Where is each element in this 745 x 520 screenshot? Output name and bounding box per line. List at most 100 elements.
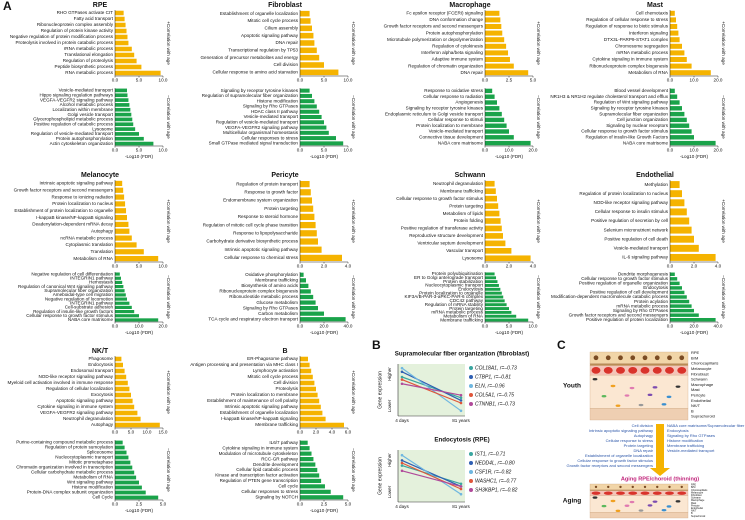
tissue-layer <box>589 489 689 491</box>
bar <box>115 470 135 475</box>
x-tick-label: 10.0 <box>690 78 699 83</box>
category-label: Exocytosis <box>91 392 114 397</box>
stroma-cell <box>675 385 681 388</box>
stroma-cell <box>629 386 635 390</box>
capillary <box>665 491 674 495</box>
bar <box>670 30 679 36</box>
category-label: Endocytosis <box>643 285 668 290</box>
x-tick-label: 20.0 <box>159 324 168 329</box>
rpe-nucleus <box>680 485 683 489</box>
series-line <box>401 371 462 401</box>
layer-label: B <box>691 512 693 515</box>
x-tick-label: 5.0 <box>345 502 352 507</box>
x-tick-label: 2.0 <box>506 264 513 269</box>
category-label: Fatty acid transport <box>74 16 114 21</box>
category-label: Membrane trafficking <box>440 188 483 193</box>
category-label: Nucleocytoplasmic transport <box>425 283 483 288</box>
category-label: Methylation <box>645 182 669 187</box>
category-label: Regulation of PTEN gene transcription <box>220 478 299 483</box>
bar <box>115 122 134 127</box>
bar <box>115 480 139 485</box>
bar <box>300 356 308 362</box>
stroma-cell <box>601 504 607 508</box>
category-label: Regulation of protein sumoylation <box>45 445 114 450</box>
category-label: Cytokine signaling in immune system <box>37 404 113 409</box>
category-label: Protein stabilization <box>443 279 483 284</box>
chart-title: Macrophage <box>449 2 490 9</box>
bar <box>670 56 687 63</box>
bar <box>670 43 682 49</box>
tissue-layer <box>589 483 689 490</box>
bar <box>670 217 690 225</box>
x-tick-label: 4.0 <box>715 264 722 269</box>
category-label: RHO GTPases activate CIT <box>57 10 114 15</box>
bar <box>485 43 507 49</box>
series-line <box>401 376 462 399</box>
arrow-shaft <box>656 424 664 468</box>
category-label: Cytokine signaling in immune system <box>592 57 668 62</box>
capillary <box>616 366 625 374</box>
bar <box>485 314 517 318</box>
tissue-layer <box>589 495 689 513</box>
capillary <box>591 366 601 374</box>
stroma-cell <box>652 500 658 503</box>
bar <box>300 478 322 483</box>
bar <box>115 314 139 318</box>
category-label: Selenium micronutrient network <box>604 227 669 232</box>
panel-label: A <box>3 0 12 13</box>
category-label: Signaling by receptor tyrosine kinases <box>221 88 299 93</box>
capillary <box>677 491 687 495</box>
bar <box>115 16 125 22</box>
bar <box>115 392 131 398</box>
bar <box>300 484 325 489</box>
point <box>400 375 404 379</box>
category-label: INTEGRIN1 pathway <box>70 300 114 305</box>
x-tick-label: 20.0 <box>714 148 723 153</box>
series-line <box>401 383 462 396</box>
bar <box>115 98 129 102</box>
legend-swatch <box>469 366 473 370</box>
bar <box>300 205 314 212</box>
layer-label: Schwann <box>691 377 707 382</box>
x-tick-label: 0.0 <box>112 78 119 83</box>
stroma-cell <box>666 395 672 399</box>
capillary <box>628 366 638 374</box>
bar <box>670 208 687 216</box>
category-label: Cellular responses to stress <box>241 135 298 140</box>
category-label: Cell cycle <box>278 484 298 489</box>
bar <box>300 99 315 104</box>
category-label: Vesicle-mediated transport <box>244 114 299 119</box>
bar <box>115 455 129 460</box>
category-label: Cellular response to growth factor stimu… <box>581 129 669 134</box>
layer-label: Fibroblast <box>691 494 702 497</box>
category-label: IL6/7 pathway <box>269 440 298 445</box>
point <box>400 378 404 381</box>
category-label: Cell-substrate adhesion <box>65 305 114 310</box>
category-label: Membrane trafficking <box>255 278 298 283</box>
tissue-layer <box>589 374 689 409</box>
category-label: Signaling by Rho GTPases <box>613 308 669 313</box>
category-label: Purine-containing compound metabolic pro… <box>16 440 113 445</box>
category-label: Cell division <box>273 380 298 385</box>
point <box>459 492 463 496</box>
x-tick-label: 4.0 <box>329 430 336 435</box>
stroma-cell <box>647 504 653 507</box>
bar <box>300 47 317 54</box>
bar <box>115 380 128 386</box>
category-label: TCA cycle and respiratory electron trans… <box>208 316 298 321</box>
category-label: Cellular lipid catabolic process <box>236 467 298 472</box>
category-label: Cytokine signaling in immune system <box>222 445 298 450</box>
bar <box>670 272 675 276</box>
side-label: –Correlation with age <box>166 448 171 492</box>
category-label: Metabolism of RNA <box>73 256 114 261</box>
layer-label: RPE <box>691 350 700 355</box>
legend-swatch <box>469 452 473 456</box>
bar <box>300 62 324 68</box>
bar <box>300 368 312 374</box>
bar <box>485 295 504 299</box>
bar <box>115 280 123 284</box>
bar <box>115 235 132 241</box>
bar <box>485 203 499 209</box>
panel-label: B <box>372 338 381 352</box>
bar <box>115 112 132 117</box>
